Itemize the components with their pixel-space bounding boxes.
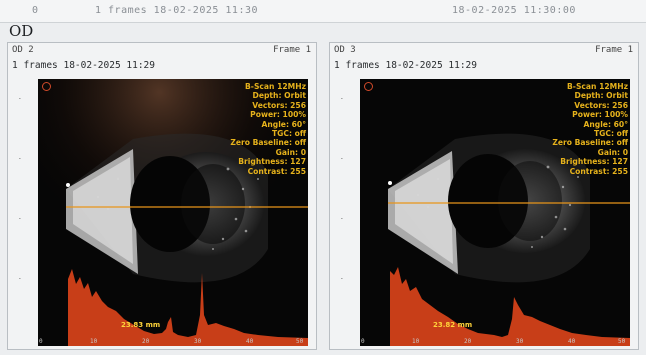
scan-panel-1[interactable]: OD 2 Frame 1 1 frames 18-02-2025 11:29 -…	[7, 42, 317, 350]
param-zero-baseline: Zero Baseline: off	[552, 138, 628, 148]
axis-tick: 40	[568, 338, 576, 345]
b-scan-image[interactable]: B-Scan 12MHz Depth: Orbit Vectors: 256 P…	[38, 79, 308, 346]
param-vectors: Vectors: 256	[252, 100, 306, 110]
param-vectors: Vectors: 256	[574, 100, 628, 110]
param-power: Power: 100%	[572, 110, 628, 120]
axis-tick: 30	[194, 338, 202, 345]
axis-tick: 20	[142, 338, 150, 345]
probe-marker-dot	[388, 181, 392, 185]
axis-tick: 40	[246, 338, 254, 345]
top-status-bar: 0 1 frames 18-02-2025 11:30 18-02-2025 1…	[0, 0, 646, 23]
param-gain: Gain: 0	[597, 147, 628, 157]
axis-tick: 0	[361, 338, 365, 345]
probe-marker-dot	[66, 183, 70, 187]
depth-axis: - - - -	[340, 95, 344, 282]
param-brightness: Brightness: 127	[560, 157, 628, 167]
param-tgc: TGC: off	[593, 129, 628, 139]
axis-tick: 10	[90, 338, 98, 345]
axis-tick: 50	[618, 338, 626, 345]
header-datetime: 18-02-2025 11:30:00	[452, 5, 576, 16]
param-angle: Angle: 60°	[261, 119, 306, 129]
param-angle: Angle: 60°	[583, 119, 628, 129]
param-gain: Gain: 0	[275, 147, 306, 157]
eye-label: OD	[9, 22, 34, 40]
header-left-value: 0	[32, 5, 39, 16]
ultrasound-scan-graphic	[388, 133, 630, 346]
depth-axis: - - - -	[18, 95, 22, 282]
scan-panel-2[interactable]: OD 3 Frame 1 1 frames 18-02-2025 11:29 -…	[329, 42, 639, 350]
ultrasound-scan-graphic	[38, 79, 308, 346]
axial-length-measurement: 23.82 mm	[433, 321, 473, 329]
param-contrast: Contrast: 255	[569, 166, 628, 176]
header-frames-timestamp: 1 frames 18-02-2025 11:30	[95, 5, 259, 16]
param-brightness: Brightness: 127	[238, 157, 306, 167]
param-mode: B-Scan 12MHz	[567, 82, 628, 91]
axis-tick: 50	[296, 338, 304, 345]
a-scan-trace	[68, 269, 308, 346]
axis-tick: 10	[412, 338, 420, 345]
param-depth: Depth: Orbit	[252, 91, 306, 101]
panel-id-label: OD 2	[12, 45, 34, 55]
axis-tick: 0	[39, 338, 43, 345]
panel-subtitle: 1 frames 18-02-2025 11:29	[12, 60, 155, 71]
frame-label: Frame 1	[595, 45, 633, 55]
param-depth: Depth: Orbit	[574, 91, 628, 101]
a-scan-trace	[390, 267, 630, 346]
axis-tick: 20	[464, 338, 472, 345]
param-tgc: TGC: off	[271, 129, 306, 139]
frame-label: Frame 1	[273, 45, 311, 55]
panel-header: OD 3 Frame 1	[330, 43, 638, 57]
panel-header: OD 2 Frame 1	[8, 43, 316, 57]
panel-id-label: OD 3	[334, 45, 356, 55]
orientation-marker-icon	[42, 82, 51, 91]
orientation-marker-icon	[364, 82, 373, 91]
panel-subtitle: 1 frames 18-02-2025 11:29	[334, 60, 477, 71]
b-scan-image[interactable]: B-Scan 12MHz Depth: Orbit Vectors: 256 P…	[360, 79, 630, 346]
axis-tick: 30	[516, 338, 524, 345]
param-power: Power: 100%	[250, 110, 306, 120]
scan-parameters: B-Scan 12MHz Depth: Orbit Vectors: 256 P…	[552, 82, 628, 176]
axial-length-measurement: 23.83 mm	[121, 321, 161, 329]
scan-parameters: B-Scan 12MHz Depth: Orbit Vectors: 256 P…	[230, 82, 306, 176]
param-contrast: Contrast: 255	[247, 166, 306, 176]
param-mode: B-Scan 12MHz	[245, 82, 306, 91]
param-zero-baseline: Zero Baseline: off	[230, 138, 306, 148]
